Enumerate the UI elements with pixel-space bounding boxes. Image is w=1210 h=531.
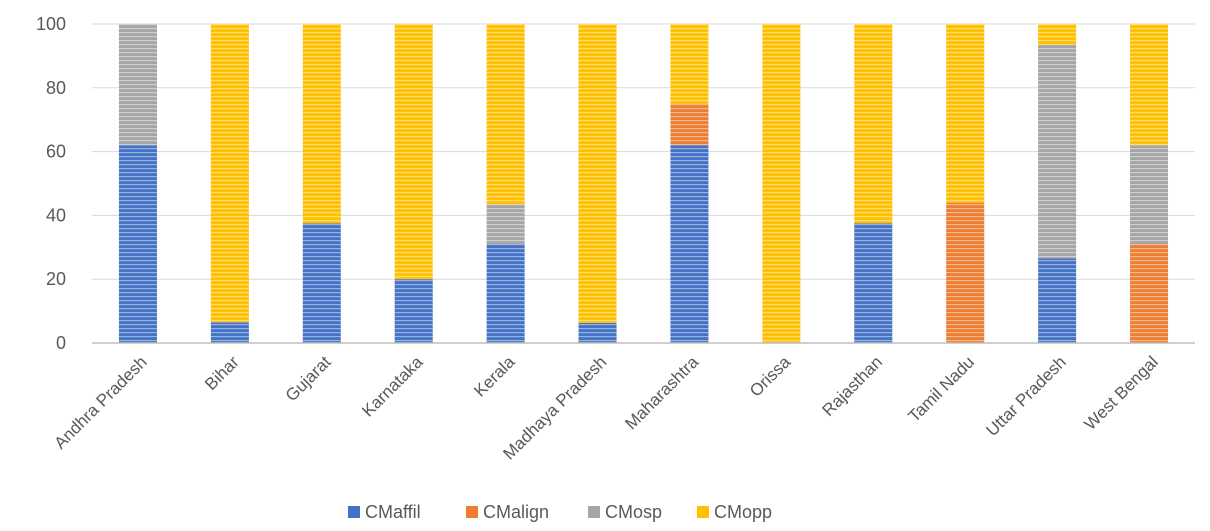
bar-segment-texture	[670, 103, 709, 146]
bar-segment-texture	[762, 24, 801, 343]
bar-segment-texture	[302, 223, 341, 343]
y-tick-label: 60	[46, 142, 66, 162]
bar-segment-texture	[670, 24, 709, 104]
bar-segment-texture	[210, 322, 249, 343]
bar-segment-texture	[486, 24, 525, 205]
legend-label: CMosp	[605, 502, 662, 522]
bar-segment-texture	[394, 24, 433, 280]
bar-segment-texture	[578, 24, 617, 323]
bar-segment-texture	[118, 24, 157, 146]
y-axis-ticks: 0 20 40 60 80 100	[36, 14, 66, 353]
bar-segment-texture	[210, 24, 249, 323]
x-category-label: Rajasthan	[819, 352, 887, 420]
bar-segment-texture	[1130, 24, 1169, 146]
x-category-label: Andhra Pradesh	[50, 352, 150, 452]
legend-swatch	[466, 506, 478, 518]
y-tick-label: 100	[36, 14, 66, 34]
legend-swatch	[697, 506, 709, 518]
legend: CMaffil CMalign CMosp CMopp	[348, 502, 772, 522]
bar-segment-texture	[1130, 145, 1169, 245]
legend-label: CMalign	[483, 502, 549, 522]
x-category-label: Madhaya Pradesh	[499, 352, 610, 463]
bar-segment-texture	[578, 322, 617, 343]
bar-segment-texture	[670, 145, 709, 343]
legend-label: CMaffil	[365, 502, 421, 522]
x-category-label: Kerala	[470, 352, 519, 401]
gridlines	[92, 23, 1195, 280]
bar-segment-texture	[302, 24, 341, 224]
x-category-label: Bihar	[201, 352, 243, 394]
x-category-label: West Bengal	[1080, 352, 1161, 433]
bar-segment-texture	[1038, 44, 1077, 259]
legend-swatch	[348, 506, 360, 518]
legend-swatch	[588, 506, 600, 518]
x-category-label: Karnataka	[358, 352, 427, 421]
bar-segment-texture	[486, 204, 525, 245]
legend-label: CMopp	[714, 502, 772, 522]
x-category-label: Maharashtra	[621, 352, 702, 433]
bar-segment-texture	[1130, 244, 1169, 343]
y-tick-label: 0	[56, 333, 66, 353]
bar-segment-texture	[118, 145, 157, 343]
y-tick-label: 40	[46, 205, 66, 225]
bar-segment-texture	[946, 24, 985, 203]
bar-segment-texture	[854, 223, 893, 343]
x-category-label: Orissa	[746, 352, 795, 401]
y-tick-label: 80	[46, 78, 66, 98]
bar-segment-texture	[486, 244, 525, 343]
bars	[118, 24, 1169, 343]
bar-segment-texture	[1038, 258, 1077, 343]
y-tick-label: 20	[46, 269, 66, 289]
bar-segment-texture	[854, 24, 893, 224]
bar-segment-texture	[394, 279, 433, 343]
category-labels: Andhra Pradesh Bihar Gujarat Karnataka Keral…	[50, 352, 1161, 463]
x-category-label: Tamil Nadu	[904, 352, 978, 426]
bar-segment-texture	[1038, 24, 1077, 45]
bar-segment-texture	[946, 202, 985, 343]
x-category-label: Uttar Pradesh	[982, 352, 1070, 440]
x-category-label: Gujarat	[282, 352, 335, 405]
